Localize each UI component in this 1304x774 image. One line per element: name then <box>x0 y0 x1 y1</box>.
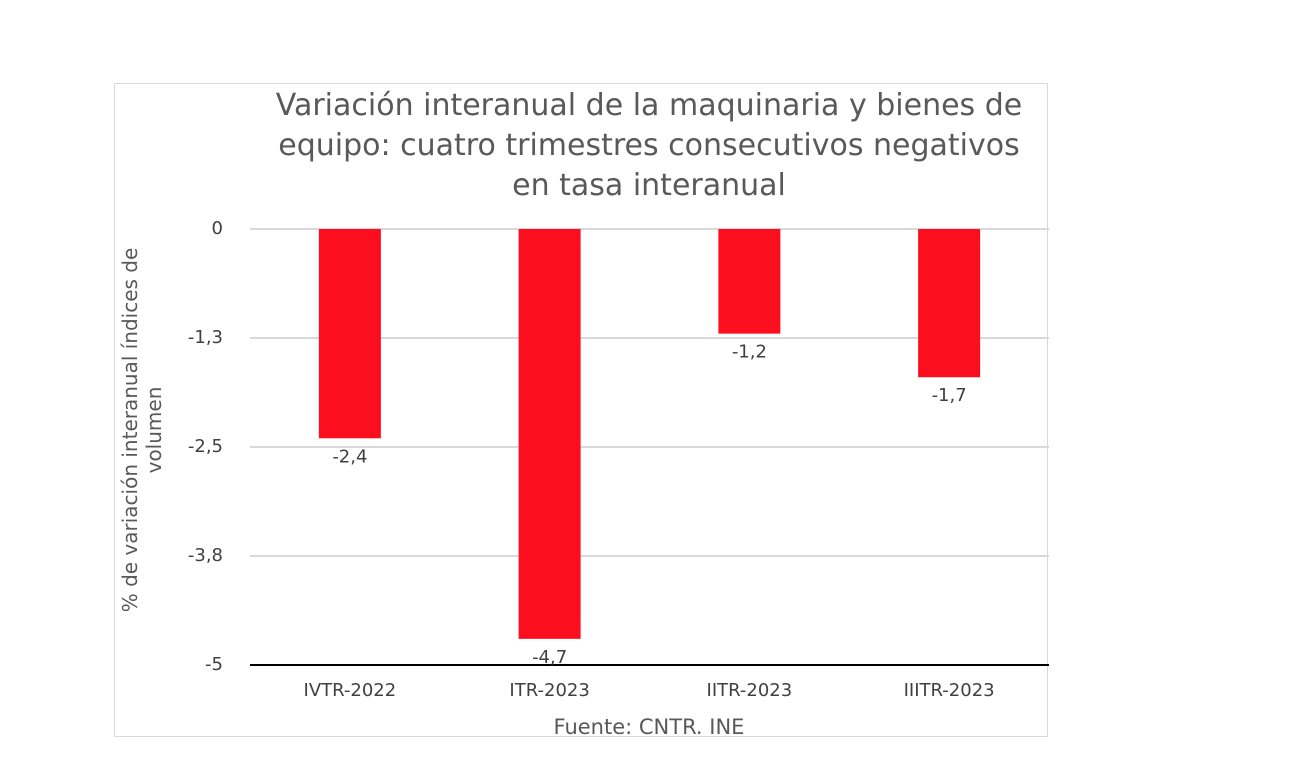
y-tick-label: -1,3 <box>188 327 223 348</box>
chart-title-line: equipo: cuatro trimestres consecutivos n… <box>278 128 1019 163</box>
x-tick-label: IVTR-2022 <box>304 680 397 701</box>
data-label: -4,7 <box>532 647 567 668</box>
y-axis-title-line: % de variación interanual índices de <box>118 248 142 613</box>
y-tick-label: -2,5 <box>188 436 223 457</box>
chart-title-line: en tasa interanual <box>512 168 786 203</box>
data-label: -2,4 <box>332 446 367 467</box>
chart-title-line: Variación interanual de la maquinaria y … <box>276 88 1022 123</box>
x-tick-label: IIITR-2023 <box>904 680 995 701</box>
bar-chart: Variación interanual de la maquinaria y … <box>118 88 1049 738</box>
y-tick-label: -3,8 <box>188 545 223 566</box>
y-tick-label: 0 <box>212 218 223 239</box>
x-tick-label: IITR-2023 <box>707 680 793 701</box>
data-label: -1,7 <box>932 385 967 406</box>
x-tick-label: ITR-2023 <box>509 680 589 701</box>
data-label: -1,2 <box>732 342 767 363</box>
y-axis-title: % de variación interanual índices de vol… <box>118 248 166 613</box>
chart-title: Variación interanual de la maquinaria y … <box>276 88 1022 203</box>
bar <box>718 229 781 334</box>
bar <box>318 229 381 439</box>
chart-frame: Variación interanual de la maquinaria y … <box>114 83 1049 738</box>
y-axis-title-line: volumen <box>142 387 166 474</box>
y-tick-label: -5 <box>205 654 223 675</box>
bar <box>518 229 581 639</box>
x-axis-source-label: Fuente: CNTR. INE <box>554 715 745 738</box>
bar <box>918 229 981 378</box>
